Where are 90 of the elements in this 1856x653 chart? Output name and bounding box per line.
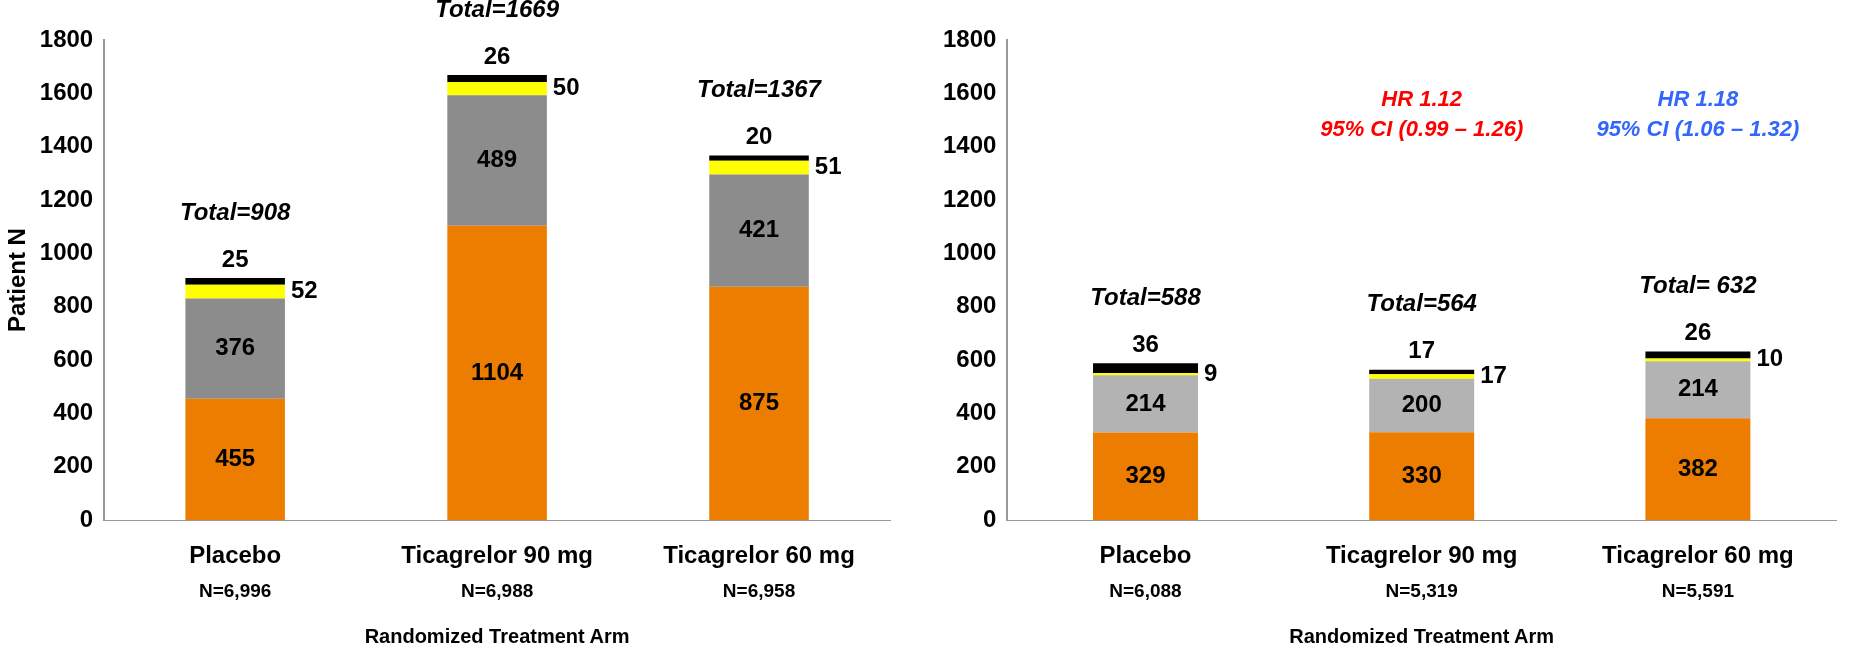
y-tick-label: 1000: [39, 238, 94, 266]
y-tick-label: 200: [53, 451, 94, 479]
data-label: 455: [215, 444, 256, 472]
y-tick-label: 400: [53, 398, 94, 426]
data-label: 17: [1480, 361, 1507, 389]
data-label: 421: [739, 215, 780, 243]
x-tick-label: Ticagrelor 90 mg: [1325, 541, 1518, 569]
bar: [1645, 351, 1751, 359]
bar: [185, 298, 285, 399]
x-tick-label: Placebo: [1099, 541, 1192, 569]
text: N=6,988: [460, 580, 534, 602]
y-tick-label: 1200: [943, 184, 997, 212]
y-tick-label: 800: [53, 291, 94, 319]
data-label: 52: [290, 276, 318, 304]
data-label: 489: [477, 145, 518, 173]
annotation: HR 1.12: [1381, 86, 1463, 112]
bar: [447, 81, 547, 96]
bar: [1093, 375, 1198, 433]
bar: [1369, 432, 1475, 521]
data-label: 9: [1203, 358, 1218, 386]
y-tick-label: 1800: [943, 24, 997, 52]
y-tick-label: 0: [983, 504, 997, 532]
data-label: 329: [1125, 460, 1166, 488]
bar: [709, 155, 809, 161]
bar: [1645, 418, 1751, 521]
data-label: 10: [1756, 344, 1784, 372]
y-tick-label: 800: [956, 291, 997, 319]
y-tick-label: 1400: [943, 131, 997, 159]
total-label: Total=588: [1090, 282, 1202, 310]
data-label: 382: [1677, 453, 1718, 481]
text: N=5,591: [1661, 580, 1735, 602]
y-axis-title: Patient N: [3, 228, 31, 333]
bar: [1645, 361, 1751, 419]
y-tick-label: 1000: [943, 238, 997, 266]
annotation: 95% CI (1.06 – 1.32): [1596, 116, 1800, 142]
y-tick-label: 400: [956, 398, 997, 426]
data-label: 36: [1132, 329, 1159, 357]
bar: [709, 174, 809, 287]
bar: [709, 160, 809, 175]
data-label: 330: [1401, 460, 1442, 488]
x-tick-label: Placebo: [189, 541, 282, 569]
bar: [185, 398, 285, 521]
x-tick-label: Ticagrelor 60 mg: [663, 541, 855, 569]
y-tick-label: 1800: [39, 24, 94, 52]
data-label: 26: [1684, 318, 1712, 346]
data-label: 376: [215, 333, 256, 361]
data-label: 25: [221, 244, 249, 272]
bar: [1369, 374, 1475, 379]
y-tick-label: 1600: [39, 77, 94, 105]
y-tick-label: 1400: [39, 131, 94, 159]
bar: [185, 284, 285, 299]
bar: [709, 286, 809, 521]
total-label: Total= 632: [1639, 271, 1758, 299]
bar: [447, 74, 547, 82]
data-label: 51: [814, 152, 842, 180]
bar: [185, 277, 285, 285]
text: N=6,088: [1109, 580, 1182, 602]
y-tick-label: 600: [53, 344, 94, 372]
x-tick-label: Ticagrelor 60 mg: [1602, 541, 1794, 569]
x-axis-title: Randomized Treatment Arm: [1289, 624, 1555, 647]
data-label: 20: [745, 122, 773, 150]
data-label: 1104: [471, 357, 524, 385]
total-label: Total=1669: [435, 0, 560, 22]
data-label: 200: [1401, 390, 1442, 418]
bar: [1093, 363, 1198, 373]
data-label: 214: [1677, 374, 1719, 402]
data-label: 17: [1408, 336, 1436, 364]
bar: [447, 95, 547, 226]
data-label: 26: [483, 41, 511, 69]
x-tick-label: Ticagrelor 90 mg: [401, 541, 593, 569]
text: N=5,319: [1385, 580, 1458, 602]
data-label: 214: [1125, 388, 1167, 416]
text: N=6,996: [198, 580, 272, 602]
y-tick-label: 1200: [39, 184, 94, 212]
y-tick-label: 200: [956, 451, 997, 479]
text: N=6,958: [722, 580, 796, 602]
bar: [1369, 378, 1475, 433]
total-label: Total=908: [179, 197, 292, 225]
bar: [447, 225, 547, 521]
annotation: HR 1.18: [1657, 86, 1740, 112]
y-tick-label: 0: [79, 504, 94, 532]
bar: [1093, 432, 1198, 521]
data-label: 50: [552, 73, 580, 101]
y-tick-label: 1600: [943, 77, 997, 105]
total-label: Total=564: [1366, 289, 1477, 317]
x-axis-title: Randomized Treatment Arm: [364, 624, 630, 647]
total-label: Total=1367: [697, 75, 823, 103]
y-tick-label: 600: [956, 344, 997, 372]
data-label: 875: [739, 388, 780, 416]
annotation: 95% CI (0.99 – 1.26): [1320, 116, 1524, 142]
